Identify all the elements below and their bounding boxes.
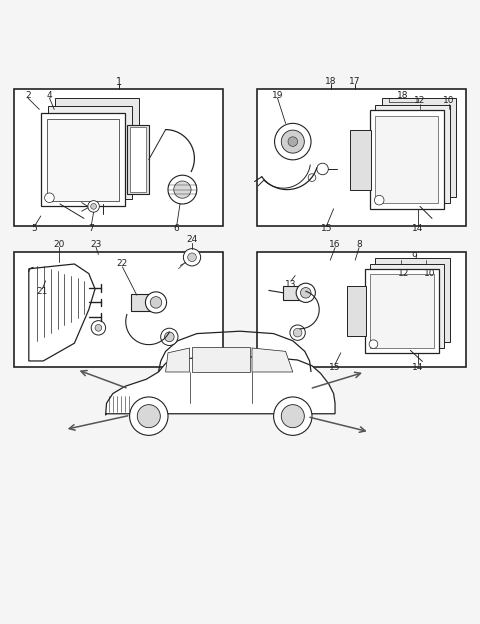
Text: 21: 21 bbox=[36, 287, 48, 296]
Circle shape bbox=[91, 203, 96, 209]
Text: 19: 19 bbox=[272, 90, 283, 100]
Text: 12: 12 bbox=[414, 96, 426, 105]
Circle shape bbox=[317, 163, 328, 175]
Circle shape bbox=[91, 321, 106, 335]
Bar bbox=[350, 130, 371, 190]
Bar bbox=[131, 294, 151, 311]
Text: 13: 13 bbox=[285, 280, 297, 289]
Circle shape bbox=[45, 193, 54, 203]
Circle shape bbox=[137, 404, 160, 427]
Bar bbox=[375, 116, 438, 203]
Polygon shape bbox=[192, 346, 250, 372]
Circle shape bbox=[130, 397, 168, 436]
Bar bbox=[55, 99, 139, 192]
Circle shape bbox=[275, 124, 311, 160]
Text: 23: 23 bbox=[90, 240, 102, 250]
Text: 6: 6 bbox=[174, 225, 180, 233]
Text: 18: 18 bbox=[325, 77, 337, 86]
Text: 14: 14 bbox=[412, 363, 423, 372]
Circle shape bbox=[145, 292, 167, 313]
Polygon shape bbox=[29, 264, 95, 361]
Circle shape bbox=[274, 397, 312, 436]
Text: 4: 4 bbox=[47, 90, 52, 100]
Circle shape bbox=[288, 137, 298, 147]
Text: 5: 5 bbox=[32, 225, 37, 233]
Bar bbox=[375, 105, 450, 203]
Bar bbox=[41, 113, 125, 207]
Circle shape bbox=[374, 195, 384, 205]
Circle shape bbox=[369, 340, 378, 348]
Circle shape bbox=[281, 130, 304, 153]
Polygon shape bbox=[252, 348, 293, 372]
Bar bbox=[283, 286, 300, 300]
Circle shape bbox=[174, 181, 191, 198]
Bar bbox=[365, 269, 439, 353]
Bar bbox=[382, 99, 456, 197]
Bar bbox=[130, 127, 146, 192]
Circle shape bbox=[290, 325, 305, 340]
Bar bbox=[257, 89, 466, 226]
Text: 9: 9 bbox=[411, 252, 417, 261]
Text: 24: 24 bbox=[186, 235, 198, 245]
Text: 20: 20 bbox=[53, 240, 65, 250]
Polygon shape bbox=[106, 357, 335, 415]
Bar bbox=[14, 252, 223, 367]
Bar bbox=[257, 252, 466, 367]
Text: 16: 16 bbox=[329, 240, 341, 250]
Text: 7: 7 bbox=[88, 225, 94, 233]
Circle shape bbox=[300, 288, 311, 298]
Circle shape bbox=[308, 173, 316, 182]
Bar bbox=[47, 119, 119, 201]
Bar bbox=[375, 258, 450, 342]
Text: 12: 12 bbox=[397, 269, 409, 278]
Circle shape bbox=[88, 201, 99, 212]
Circle shape bbox=[168, 175, 197, 204]
Text: 17: 17 bbox=[349, 77, 361, 86]
Circle shape bbox=[296, 283, 315, 303]
Text: 15: 15 bbox=[329, 363, 341, 372]
Text: 8: 8 bbox=[356, 240, 362, 250]
Bar bbox=[48, 105, 132, 199]
Circle shape bbox=[95, 324, 102, 331]
Bar bbox=[370, 110, 444, 209]
Text: 14: 14 bbox=[412, 225, 423, 233]
Bar bbox=[370, 263, 444, 348]
Text: 2: 2 bbox=[25, 90, 31, 100]
Circle shape bbox=[281, 404, 304, 427]
Circle shape bbox=[293, 328, 302, 337]
Circle shape bbox=[165, 332, 174, 342]
Circle shape bbox=[150, 296, 162, 308]
Bar bbox=[347, 286, 366, 336]
Bar bbox=[370, 274, 434, 348]
Text: 1: 1 bbox=[116, 77, 122, 87]
Circle shape bbox=[188, 253, 196, 261]
Bar bbox=[14, 89, 223, 226]
Text: 10: 10 bbox=[424, 269, 435, 278]
Circle shape bbox=[183, 248, 201, 266]
Text: 10: 10 bbox=[443, 96, 455, 105]
Text: 15: 15 bbox=[321, 225, 332, 233]
Polygon shape bbox=[166, 348, 190, 372]
Text: 22: 22 bbox=[117, 260, 128, 268]
Bar bbox=[127, 125, 149, 195]
Circle shape bbox=[161, 328, 178, 346]
Text: 18: 18 bbox=[397, 90, 409, 100]
